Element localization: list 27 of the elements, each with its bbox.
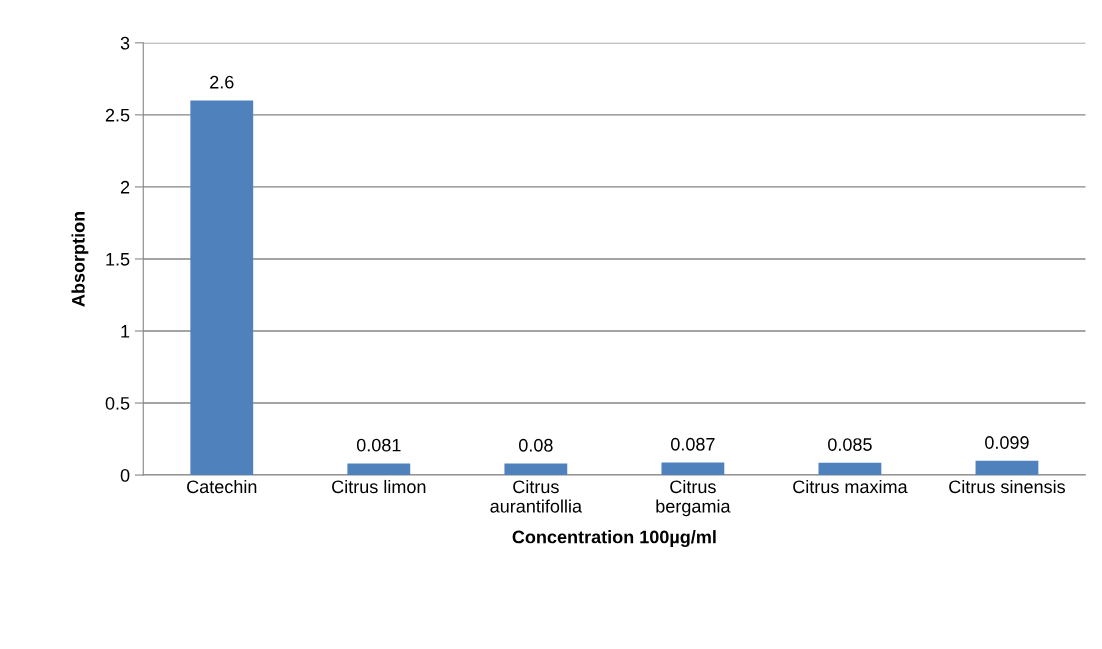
y-tick-label: 1: [121, 325, 130, 338]
y-tick-label: 2: [120, 180, 130, 194]
bar: [347, 463, 411, 476]
bar: [190, 100, 254, 476]
y-tick-label: 2.5: [105, 108, 130, 122]
data-label: 0.087: [671, 437, 715, 451]
x-tick-label: Citrus sinensis: [949, 479, 1065, 494]
x-tick-label: Catechin: [187, 479, 257, 494]
data-label: 0.085: [828, 438, 872, 451]
y-axis-title: Absorption: [71, 211, 89, 307]
data-label: 0.081: [356, 438, 401, 452]
data-label: 0.08: [518, 438, 553, 452]
data-label: 0.099: [985, 436, 1029, 449]
y-tick-label: 1.5: [106, 253, 130, 266]
y-tick-label: 0.5: [105, 396, 130, 410]
y-tick-label: 3: [120, 36, 130, 50]
x-tick-label: Citrus aurantifollia: [490, 479, 583, 513]
y-tick-label: 0: [120, 469, 130, 482]
data-label: 2.6: [210, 75, 234, 89]
bar: [504, 463, 568, 476]
x-axis-title: Concentration 100µg/ml: [512, 530, 716, 548]
x-tick-label: Citrus limon: [332, 479, 426, 494]
bar: [661, 462, 725, 476]
x-tick-label: Citrus maxima: [793, 479, 908, 494]
bar: [975, 460, 1039, 476]
x-tick-label: Citrus bergamia: [656, 479, 731, 517]
bar: [818, 462, 882, 476]
